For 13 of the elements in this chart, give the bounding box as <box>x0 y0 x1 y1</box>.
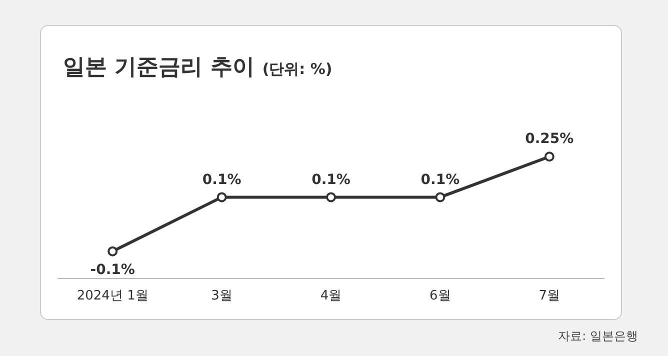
x-tick-label: 6월 <box>430 288 451 304</box>
x-tick-label: 3월 <box>211 288 232 304</box>
data-label: 0.1% <box>202 172 242 188</box>
data-label: 0.25% <box>525 131 574 148</box>
data-label: -0.1% <box>90 262 135 278</box>
chart-title: 일본 기준금리 추이 <box>63 55 254 80</box>
x-tick-label: 4월 <box>320 288 342 304</box>
data-label: 0.1% <box>312 172 350 188</box>
text: 자료: 일본은행 <box>558 328 638 345</box>
chart-subtitle: (단위: %) <box>262 60 332 78</box>
x-tick-label: 2024년 1월 <box>76 288 148 304</box>
data-label: 0.1% <box>420 172 460 188</box>
x-tick-label: 7월 <box>538 288 560 304</box>
